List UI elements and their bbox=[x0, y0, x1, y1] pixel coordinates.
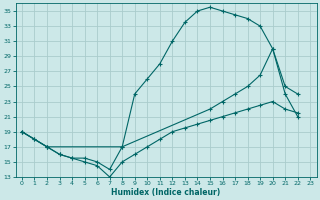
X-axis label: Humidex (Indice chaleur): Humidex (Indice chaleur) bbox=[111, 188, 221, 197]
